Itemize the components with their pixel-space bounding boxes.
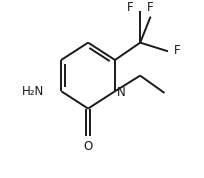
Text: F: F <box>146 1 153 14</box>
Text: H₂N: H₂N <box>21 85 44 98</box>
Text: N: N <box>117 86 125 99</box>
Text: F: F <box>127 1 134 14</box>
Text: F: F <box>174 44 181 57</box>
Text: O: O <box>83 140 93 153</box>
